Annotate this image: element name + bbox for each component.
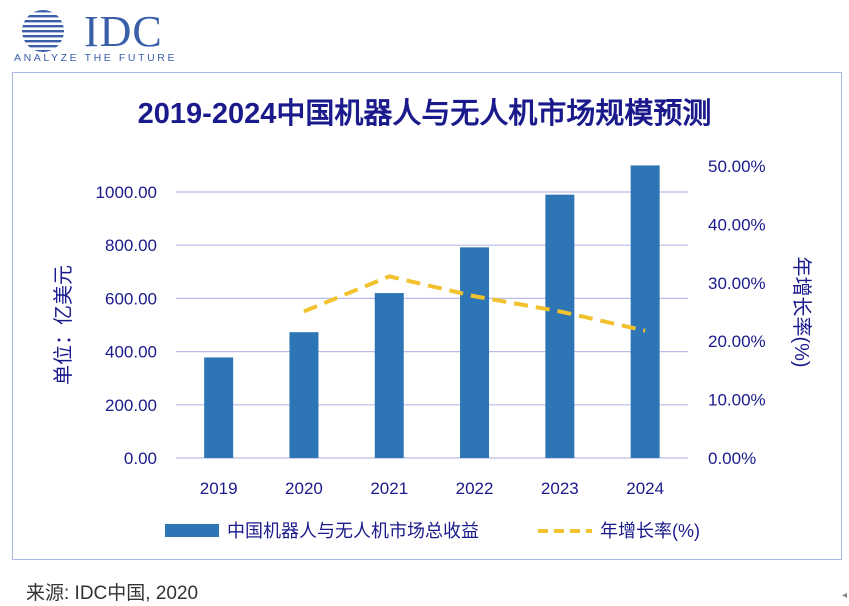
y-tick-label: 200.00 (105, 396, 157, 415)
legend-swatch-revenue (165, 524, 219, 537)
scroll-left-icon: ◂ (841, 590, 847, 601)
bar (204, 357, 234, 458)
bar (630, 165, 660, 458)
y2-tick-label: 10.00% (708, 391, 766, 410)
x-tick-label: 2023 (541, 479, 579, 498)
logo-tagline: ANALYZE THE FUTURE (14, 52, 178, 64)
growth-rate-line (303, 274, 646, 333)
x-tick-label: 2024 (626, 479, 664, 498)
bar (460, 247, 490, 458)
bar (374, 293, 404, 458)
legend-label-growth: 年增长率(%) (600, 521, 700, 541)
x-tick-label: 2019 (200, 479, 238, 498)
legend-label-revenue: 中国机器人与无人机市场总收益 (227, 521, 479, 541)
y2-tick-label: 40.00% (708, 215, 766, 234)
y-tick-label: 600.00 (105, 289, 157, 308)
logo-text: IDC (84, 7, 163, 56)
y-tick-label: 400.00 (105, 343, 157, 362)
y2-tick-label: 20.00% (708, 332, 766, 351)
y-tick-label: 800.00 (105, 236, 157, 255)
x-tick-label: 2020 (285, 479, 323, 498)
y-tick-label: 0.00 (124, 449, 157, 468)
x-tick-label: 2021 (370, 479, 408, 498)
y-tick-label: 1000.00 (96, 183, 157, 202)
globe-icon (22, 10, 64, 52)
x-tick-label: 2022 (456, 479, 494, 498)
y-axis-label: 单位：亿美元 (52, 265, 75, 385)
source-note: 来源: IDC中国, 2020 (26, 583, 199, 604)
chart-title: 2019-2024中国机器人与无人机市场规模预测 (137, 98, 712, 130)
y2-tick-label: 50.00% (708, 157, 766, 176)
bar (289, 332, 319, 458)
y2-tick-label: 0.00% (708, 449, 756, 468)
y2-tick-label: 30.00% (708, 274, 766, 293)
chart-panel (12, 72, 842, 560)
y2-axis-label: 年增长率(%) (790, 256, 813, 367)
idc-logo: IDC ANALYZE THE FUTURE (12, 4, 192, 64)
bar (545, 194, 575, 458)
